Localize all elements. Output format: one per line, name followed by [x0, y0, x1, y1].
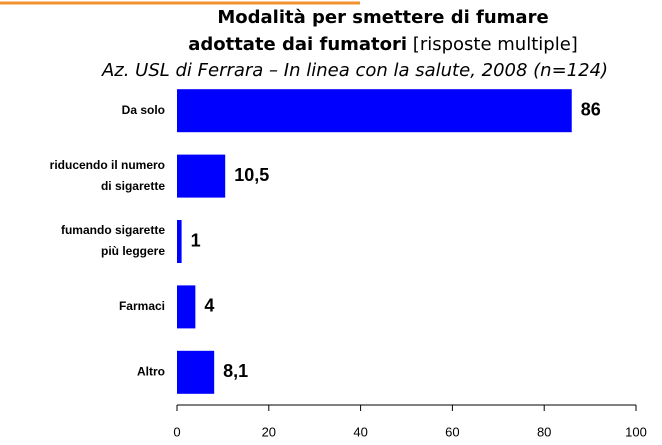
- x-tick-label: 60: [445, 424, 459, 439]
- y-tick-label: Altro: [137, 364, 165, 378]
- bar: [177, 89, 572, 133]
- chart-title: Modalità per smettere di fumare: [217, 7, 548, 28]
- x-tick-label: 40: [353, 424, 367, 439]
- y-tick-label: di sigarette: [101, 179, 165, 193]
- bar: [177, 220, 182, 263]
- bar: [177, 350, 215, 394]
- value-label: 10,5: [234, 165, 269, 185]
- y-tick-label: Da solo: [122, 103, 165, 117]
- value-label: 4: [204, 296, 214, 316]
- value-label: 1: [191, 230, 201, 250]
- y-tick-label: Farmaci: [119, 299, 165, 313]
- x-tick-label: 100: [625, 424, 647, 439]
- x-tick-label: 20: [262, 424, 276, 439]
- value-label: 8,1: [223, 361, 248, 381]
- x-tick-label: 80: [537, 424, 551, 439]
- y-tick-label: fumando sigarette: [61, 223, 165, 237]
- x-tick-label: 0: [173, 424, 180, 439]
- title-note: [risposte multiple]: [413, 34, 578, 55]
- y-tick-label: più leggere: [101, 244, 165, 258]
- y-tick-label: riducendo il numero: [50, 158, 165, 172]
- chart-title-line: adottate dai fumatori: [188, 34, 407, 55]
- bar: [177, 154, 226, 198]
- chart-subtitle: Az. USL di Ferrara – In linea con la sal…: [101, 60, 608, 81]
- chart-title: adottate dai fumatori [risposte multiple…: [188, 34, 578, 55]
- value-label: 86: [581, 99, 601, 119]
- bar: [177, 285, 196, 329]
